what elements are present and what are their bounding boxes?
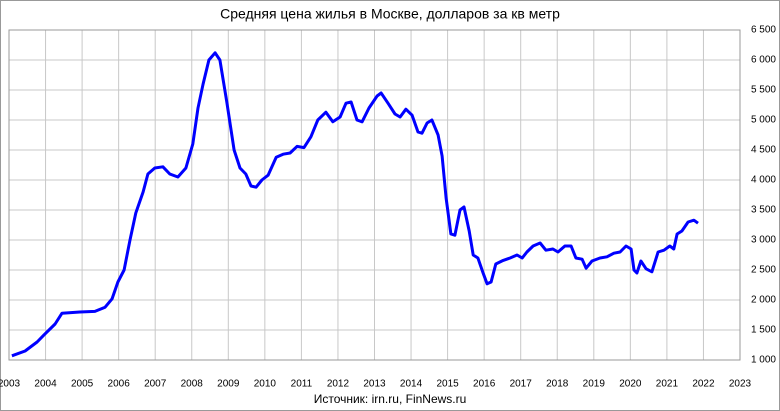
x-tick-label: 2020	[619, 379, 642, 390]
y-tick-label: 2 000	[751, 295, 776, 306]
x-tick-label: 2005	[71, 379, 94, 390]
x-tick-label: 2015	[436, 379, 459, 390]
x-tick-label: 2018	[546, 379, 569, 390]
x-tick-label: 2023	[729, 379, 752, 390]
x-tick-label: 2006	[108, 379, 131, 390]
y-tick-label: 5 500	[751, 85, 776, 96]
y-tick-label: 5 000	[751, 115, 776, 126]
y-tick-label: 3 500	[751, 205, 776, 216]
x-tick-label: 2013	[363, 379, 386, 390]
x-tick-label: 2011	[291, 379, 313, 390]
x-tick-label: 2003	[0, 379, 21, 390]
x-tick-label: 2007	[144, 379, 167, 390]
data-line	[11, 51, 699, 358]
y-tick-label: 6 500	[751, 25, 776, 36]
x-tick-label: 2008	[181, 379, 204, 390]
y-tick-label: 2 500	[751, 265, 776, 276]
x-tick-label: 2012	[327, 379, 350, 390]
y-tick-label: 1 000	[751, 355, 776, 366]
x-tick-label: 2009	[217, 379, 240, 390]
y-tick-label: 3 000	[751, 235, 776, 246]
y-tick-label: 4 500	[751, 145, 776, 156]
x-tick-label: 2014	[400, 379, 423, 390]
x-tick-label: 2021	[656, 379, 679, 390]
y-tick-label: 4 000	[751, 175, 776, 186]
chart-title: Средняя цена жилья в Москве, долларов за…	[220, 6, 560, 22]
x-tick-label: 2016	[473, 379, 496, 390]
x-tick-label: 2004	[34, 379, 57, 390]
source: Источник: irn.ru, FinNews.ru	[314, 392, 467, 406]
x-tick-label: 2010	[254, 379, 277, 390]
x-tick-label: 2022	[692, 379, 715, 390]
x-tick-label: 2019	[583, 379, 606, 390]
plot-area	[8, 29, 741, 361]
y-tick-label: 6 000	[751, 55, 776, 66]
y-tick-label: 1 500	[751, 325, 776, 336]
x-tick-label: 2017	[510, 379, 533, 390]
